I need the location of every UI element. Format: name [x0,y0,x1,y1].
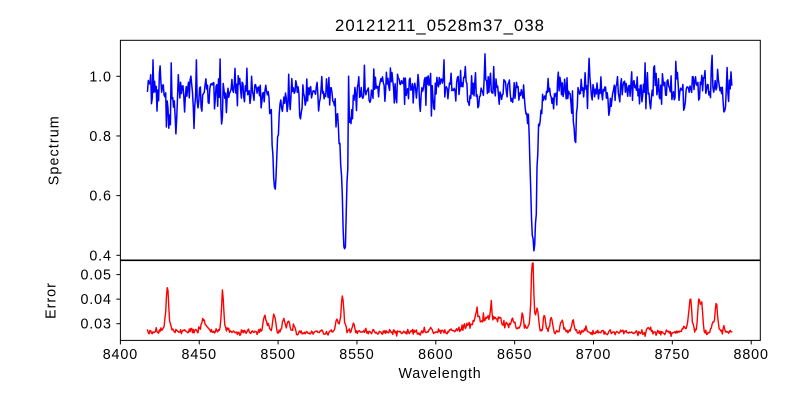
svg-text:Error: Error [44,282,60,319]
svg-text:8400: 8400 [103,347,138,363]
svg-text:8650: 8650 [497,347,532,363]
svg-text:1.0: 1.0 [89,69,112,85]
svg-text:8550: 8550 [339,347,374,363]
svg-text:8700: 8700 [576,347,611,363]
svg-text:8450: 8450 [182,347,217,363]
svg-text:0.05: 0.05 [80,268,111,284]
svg-text:0.04: 0.04 [80,292,111,308]
svg-text:0.6: 0.6 [89,189,112,205]
svg-text:20121211_0528m37_038: 20121211_0528m37_038 [335,16,545,35]
svg-text:8750: 8750 [655,347,690,363]
svg-text:0.4: 0.4 [89,248,112,264]
svg-text:Spectrum: Spectrum [47,115,63,185]
svg-text:8800: 8800 [733,347,768,363]
svg-text:Wavelength: Wavelength [399,366,482,382]
svg-text:0.03: 0.03 [80,317,111,333]
svg-text:8600: 8600 [418,347,453,363]
svg-text:0.8: 0.8 [89,129,112,145]
svg-text:8500: 8500 [260,347,295,363]
